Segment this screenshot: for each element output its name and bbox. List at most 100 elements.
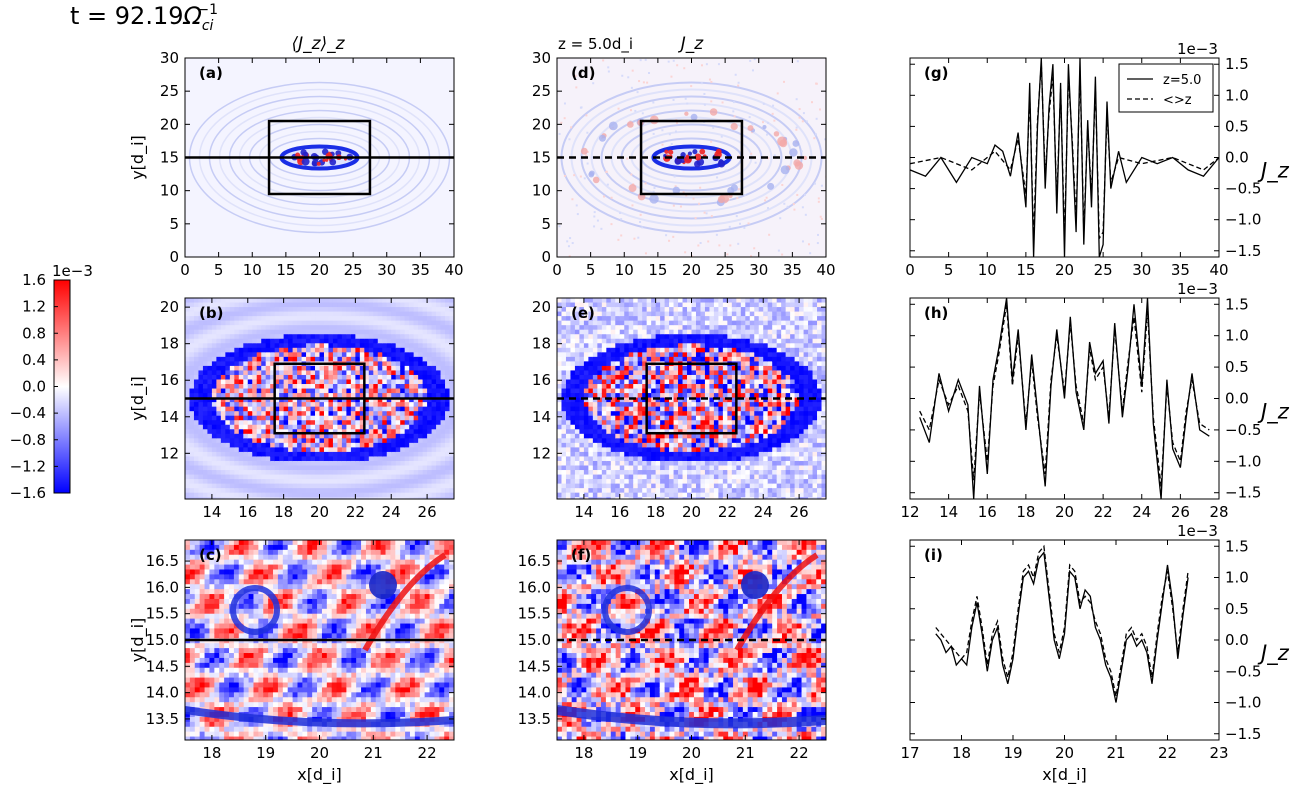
heatmap-cell <box>234 374 240 381</box>
heatmap-cell <box>332 429 339 435</box>
heatmap-cell <box>687 347 693 353</box>
heatmap-cell <box>579 442 585 448</box>
heatmap-cell <box>673 379 679 385</box>
heatmap-cell <box>570 420 576 426</box>
heatmap-cell <box>346 411 352 417</box>
heatmap-cell <box>332 483 339 489</box>
heatmap-cell <box>637 365 643 372</box>
heatmap-cell <box>579 451 585 458</box>
heatmap-cell <box>713 488 719 494</box>
heatmap-cell <box>198 370 204 376</box>
heatmap-cell <box>678 415 684 421</box>
heatmap-cell <box>292 379 298 385</box>
noise-pixel <box>737 155 740 158</box>
heatmap-cell <box>561 361 567 367</box>
heatmap-cell <box>709 397 715 403</box>
heatmap-cell <box>646 365 652 372</box>
heatmap-cell <box>306 365 312 372</box>
heatmap-cell <box>265 343 271 349</box>
heatmap-cell <box>229 411 235 417</box>
heatmap-cell <box>601 411 607 417</box>
heatmap-cell <box>202 456 209 462</box>
heatmap-cell <box>382 415 388 421</box>
heatmap-cell <box>395 334 401 340</box>
heatmap-cell <box>323 497 330 499</box>
panel-label: (g) <box>924 64 948 82</box>
heatmap-cell <box>418 402 424 408</box>
heatmap-cell <box>427 465 433 471</box>
heatmap-cell <box>422 320 428 326</box>
heatmap-cell <box>440 397 446 403</box>
heatmap-cell <box>579 325 585 331</box>
heatmap-cell <box>234 316 240 322</box>
heatmap-cell <box>368 479 374 485</box>
heatmap-cell <box>404 456 410 462</box>
heatmap-cell <box>601 438 607 444</box>
heatmap-cell <box>561 298 567 304</box>
heatmap-cell <box>364 429 370 435</box>
heatmap-cell <box>413 420 419 426</box>
heatmap-cell <box>297 415 303 421</box>
heatmap-cell <box>633 379 639 385</box>
heatmap-cell <box>682 465 688 471</box>
heatmap-cell <box>225 302 231 308</box>
heatmap-cell <box>678 334 684 340</box>
heatmap-cell <box>382 374 388 381</box>
heatmap-cell <box>252 356 258 362</box>
heatmap-cell <box>216 356 222 362</box>
heatmap-cell <box>283 497 289 499</box>
heatmap-cell <box>722 298 728 304</box>
heatmap-cell <box>436 402 442 408</box>
heatmap-cell <box>646 374 652 381</box>
heatmap-cell <box>234 379 240 385</box>
heatmap-cell <box>704 352 711 358</box>
heatmap-cell <box>637 483 643 489</box>
heatmap-cell <box>601 311 607 317</box>
heatmap-cell <box>565 307 572 313</box>
heatmap-cell <box>718 474 724 480</box>
heatmap-cell <box>306 356 312 362</box>
heatmap-cell <box>561 483 567 489</box>
heatmap-cell <box>211 420 217 426</box>
heatmap-cell <box>288 406 294 412</box>
heatmap-cell <box>449 374 454 381</box>
heatmap-cell <box>704 402 711 408</box>
noise-pixel <box>605 170 608 173</box>
heatmap-cell <box>256 447 262 453</box>
heatmap-cell <box>319 397 325 403</box>
heatmap-cell <box>252 433 258 439</box>
heatmap-cell <box>691 311 697 317</box>
heatmap-cell <box>341 379 347 385</box>
heatmap-cell <box>557 320 563 326</box>
heatmap-cell <box>297 393 303 399</box>
heatmap-cell <box>700 456 706 462</box>
heatmap-cell <box>202 393 209 399</box>
heatmap-cell <box>413 384 419 390</box>
heatmap-cell <box>427 298 433 304</box>
heatmap-cell <box>306 379 312 385</box>
heatmap-cell <box>310 370 316 376</box>
heatmap-cell <box>229 393 235 399</box>
heatmap-cell <box>682 388 688 394</box>
heatmap-cell <box>436 388 442 394</box>
heatmap-cell <box>377 298 383 304</box>
heatmap-cell <box>189 343 195 349</box>
heatmap-cell <box>606 298 612 304</box>
heatmap-cell <box>615 406 621 412</box>
heatmap-cell <box>315 479 321 485</box>
heatmap-cell <box>682 483 688 489</box>
heatmap-cell <box>391 438 397 444</box>
heatmap-cell <box>565 460 572 467</box>
heatmap-cell <box>216 483 222 489</box>
heatmap-cell <box>207 497 213 499</box>
heatmap-cell <box>673 415 679 421</box>
noise-pixel <box>795 98 798 101</box>
heatmap-cell <box>606 465 612 471</box>
heatmap-cell <box>395 492 401 498</box>
noise-pixel <box>670 142 673 145</box>
heatmap-cell <box>700 479 706 485</box>
heatmap-cell <box>440 307 446 313</box>
heatmap-cell <box>664 356 670 362</box>
island-structure <box>311 161 317 167</box>
heatmap-cell <box>700 474 706 480</box>
